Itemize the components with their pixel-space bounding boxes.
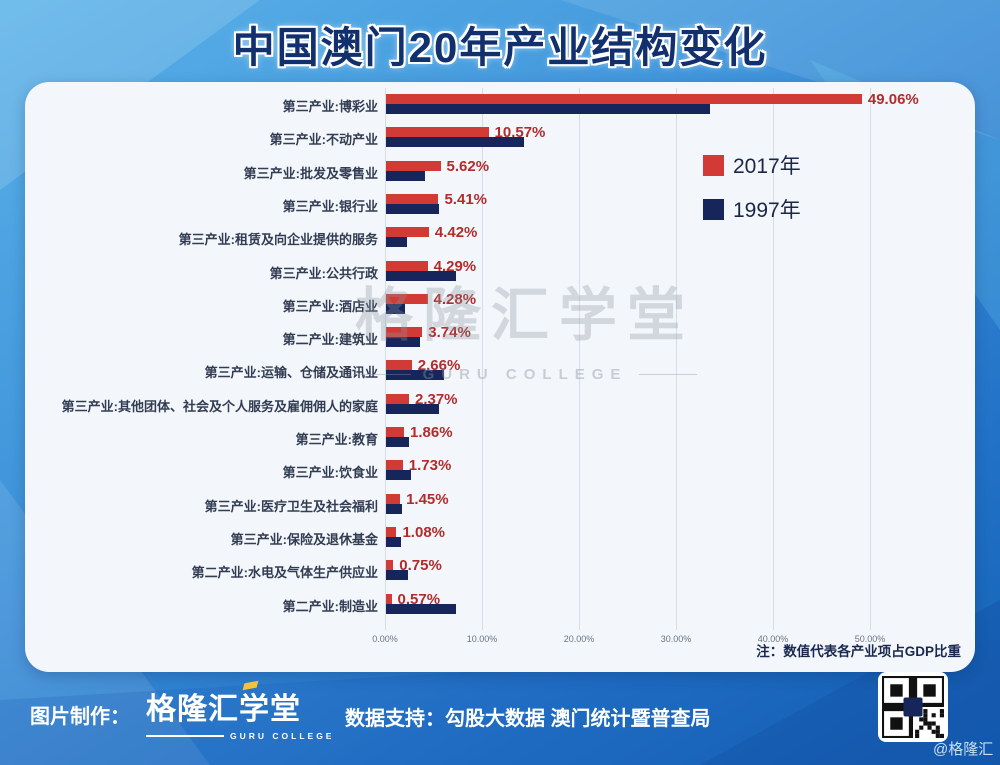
value-label-2017: 0.75% bbox=[399, 557, 442, 575]
bar-1997 bbox=[386, 237, 408, 248]
bar-2017 bbox=[386, 160, 441, 171]
category-label: 第三产业:租赁及向企业提供的服务 bbox=[178, 232, 378, 248]
bar-2017 bbox=[386, 360, 412, 371]
gridline bbox=[579, 88, 580, 630]
bar-2017 bbox=[386, 127, 489, 138]
bar-2017 bbox=[386, 526, 397, 537]
bar-1997 bbox=[386, 503, 403, 514]
bar-1997 bbox=[386, 370, 445, 381]
bar-1997 bbox=[386, 170, 425, 181]
category-label: 第三产业:不动产业 bbox=[269, 132, 378, 148]
x-axis-tick-label: 30.00% bbox=[660, 634, 692, 644]
bar-1997 bbox=[386, 470, 412, 481]
social-handle: @格隆汇 bbox=[933, 741, 994, 758]
legend-item-1997: 1997年 bbox=[703, 194, 801, 224]
brand-logo-subtext: GURU COLLEGE bbox=[230, 731, 335, 741]
bar-2017 bbox=[386, 493, 401, 504]
gridline bbox=[385, 88, 386, 630]
bar-1997 bbox=[386, 570, 409, 581]
category-label: 第三产业:银行业 bbox=[282, 198, 378, 214]
value-label-2017: 0.57% bbox=[397, 590, 441, 608]
gridline bbox=[773, 88, 774, 630]
value-label-2017: 3.74% bbox=[428, 324, 471, 342]
category-label: 第三产业:博彩业 bbox=[282, 99, 378, 114]
chart-note: 注：数值代表各产业项占GDP比重 bbox=[756, 644, 961, 659]
bar-1997 bbox=[386, 303, 406, 314]
category-label: 第三产业:其他团体、社会及个人服务及雇佣佣人的家庭 bbox=[61, 398, 378, 414]
qr-code bbox=[878, 672, 948, 742]
value-label-2017: 2.37% bbox=[414, 390, 458, 408]
data-support-label: 数据支持：勾股大数据 澳门统计暨普查局 bbox=[345, 708, 711, 730]
bar-1997 bbox=[386, 603, 456, 614]
value-label-2017: 5.62% bbox=[446, 157, 490, 175]
legend-item-2017: 2017年 bbox=[703, 150, 801, 180]
category-label: 第三产业:公共行政 bbox=[269, 265, 378, 281]
logo-underline-line bbox=[146, 735, 224, 737]
category-label: 第二产业:建筑业 bbox=[282, 332, 378, 348]
category-label: 第三产业:保险及退休基金 bbox=[230, 531, 378, 547]
bar-2017 bbox=[386, 94, 862, 104]
bar-2017 bbox=[386, 327, 423, 338]
chart-panel: 0.00% 10.00% 20.00% 30.00% 40.00% 50.00% 第三产业:… bbox=[25, 82, 975, 672]
bar-2017 bbox=[386, 293, 428, 304]
bar-2017 bbox=[386, 427, 405, 437]
value-label-2017: 10.57% bbox=[494, 124, 546, 142]
x-axis-tick-label: 10.00% bbox=[466, 634, 498, 644]
category-label: 第三产业:医疗卫生及社会福利 bbox=[204, 498, 378, 514]
category-label: 第二产业:水电及气体生产供应业 bbox=[191, 565, 378, 581]
legend-label-1997: 1997年 bbox=[733, 199, 801, 222]
gridline bbox=[482, 88, 483, 630]
value-label-2017: 1.45% bbox=[406, 490, 449, 508]
bar-1997 bbox=[386, 104, 710, 114]
bar-1997 bbox=[386, 337, 420, 348]
brand-logo-underline: GURU COLLEGE bbox=[146, 731, 334, 741]
legend-swatch-1997-icon bbox=[703, 198, 724, 220]
value-label-2017: 1.73% bbox=[408, 457, 452, 475]
legend-label-2017: 2017年 bbox=[733, 155, 801, 178]
value-label-2017: 1.86% bbox=[410, 424, 453, 441]
x-axis-tick-label: 20.00% bbox=[563, 634, 595, 644]
bar-2017 bbox=[386, 393, 409, 404]
bar-2017 bbox=[386, 560, 394, 571]
category-label: 第三产业:批发及零售业 bbox=[243, 165, 378, 181]
footer: 图片制作： 格隆汇学堂 GURU COLLEGE 数据支持：勾股大数据 澳门统计… bbox=[0, 672, 1000, 765]
bar-1997 bbox=[386, 437, 410, 447]
value-label-2017: 2.66% bbox=[417, 357, 461, 375]
value-label-2017: 4.29% bbox=[433, 257, 477, 275]
legend-swatch-2017-icon bbox=[703, 154, 724, 176]
x-axis-tick-label: 40.00% bbox=[757, 634, 789, 644]
watermark-line-right bbox=[639, 374, 698, 375]
bar-2017 bbox=[386, 260, 428, 271]
value-label-2017: 4.42% bbox=[434, 224, 478, 242]
gridline bbox=[870, 88, 871, 630]
category-label: 第三产业:饮食业 bbox=[282, 465, 378, 481]
bar-2017 bbox=[386, 593, 392, 604]
x-axis-tick-label: 0.00% bbox=[372, 634, 398, 644]
x-axis-tick-label: 50.00% bbox=[854, 634, 886, 644]
category-label: 第三产业:酒店业 bbox=[282, 298, 378, 314]
bar-2017 bbox=[386, 193, 439, 204]
value-label-2017: 4.28% bbox=[433, 290, 477, 308]
made-by-label: 图片制作： bbox=[30, 706, 130, 728]
brand-logo: 格隆汇学堂 GURU COLLEGE bbox=[146, 680, 334, 741]
bar-2017 bbox=[386, 227, 429, 238]
bar-1997 bbox=[386, 137, 524, 148]
gridline bbox=[676, 88, 677, 630]
page-title: 中国澳门20年产业结构变化 bbox=[232, 24, 768, 71]
paper-plane-icon bbox=[242, 680, 259, 691]
brand-logo-text: 格隆汇学堂 bbox=[146, 680, 334, 728]
value-label-2017: 1.08% bbox=[402, 523, 446, 541]
bar-1997 bbox=[386, 536, 401, 547]
bar-2017 bbox=[386, 460, 403, 471]
bar-1997 bbox=[386, 270, 456, 281]
category-label: 第三产业:运输、仓储及通讯业 bbox=[204, 365, 378, 381]
bar-1997 bbox=[386, 403, 440, 414]
bar-1997 bbox=[386, 203, 440, 214]
category-label: 第二产业:制造业 bbox=[282, 598, 378, 614]
chart-legend: 2017年 1997年 bbox=[703, 150, 801, 238]
brand-logo-name: 格隆汇学堂 bbox=[146, 693, 301, 726]
value-label-2017: 49.06% bbox=[867, 91, 919, 108]
category-label: 第三产业:教育 bbox=[295, 432, 378, 447]
value-label-2017: 5.41% bbox=[444, 190, 488, 208]
